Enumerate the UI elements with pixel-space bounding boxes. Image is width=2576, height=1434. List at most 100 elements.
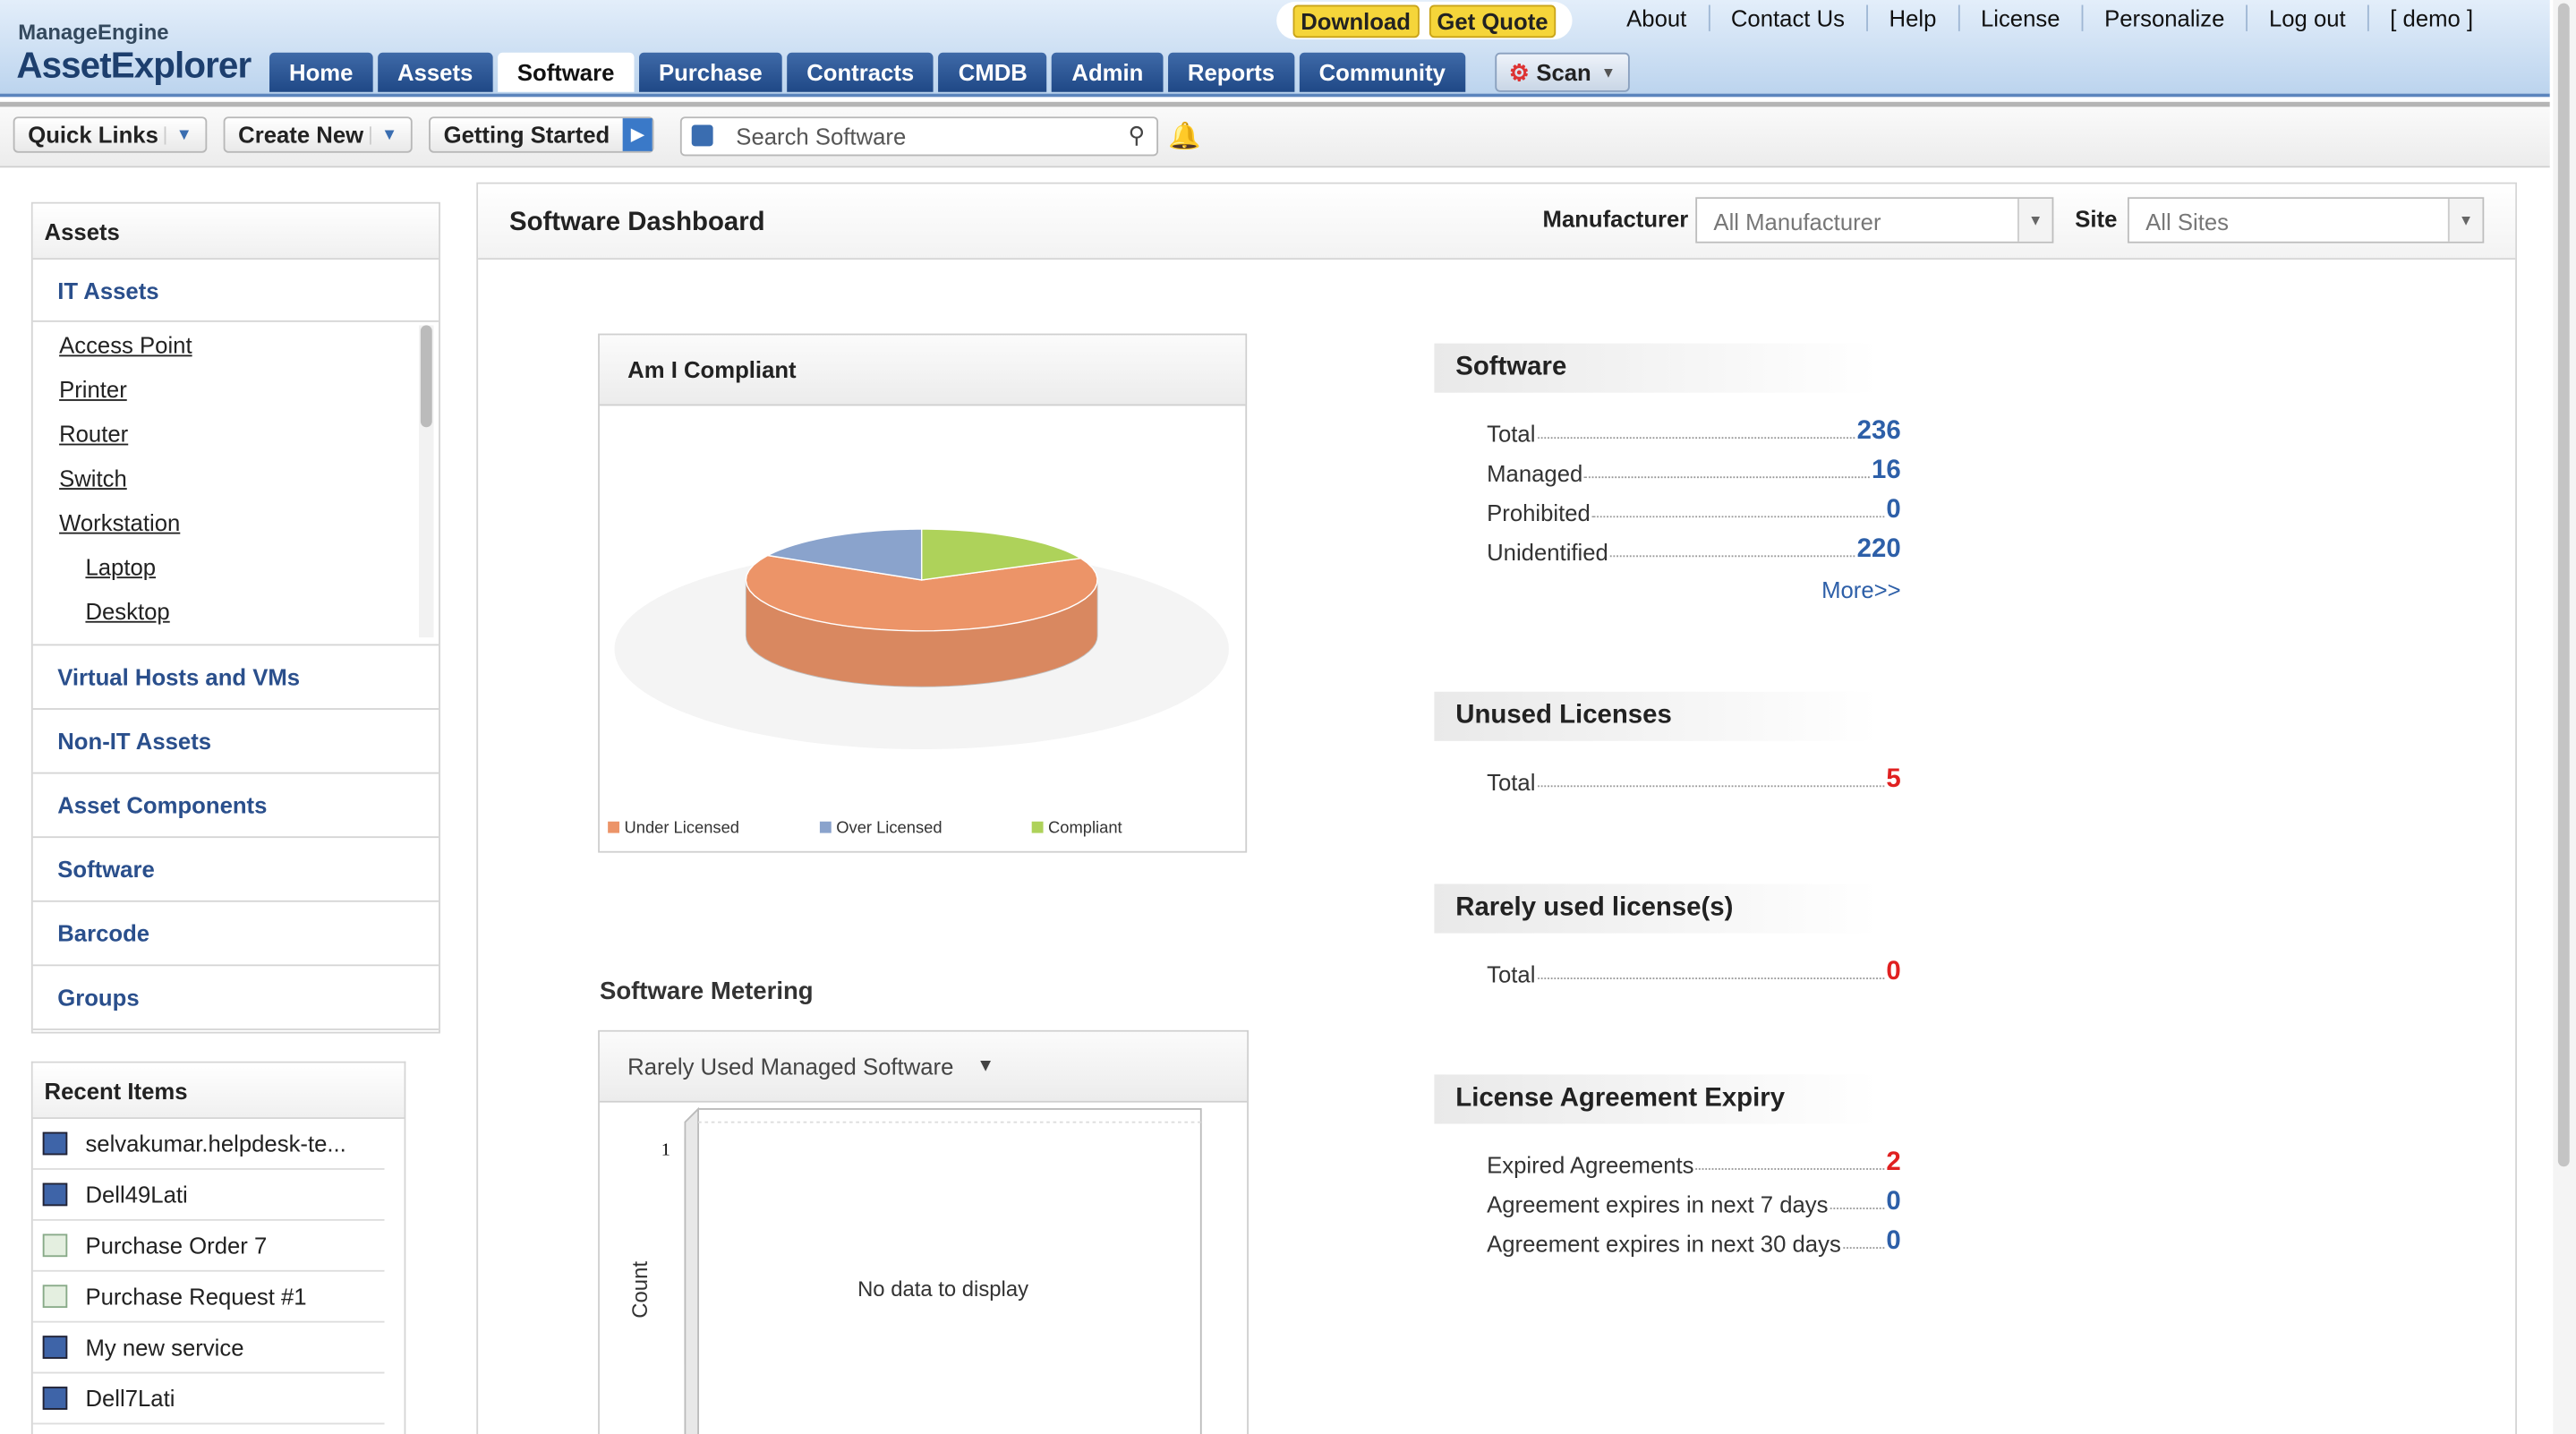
row-label: Total [1487, 769, 1536, 796]
top-link[interactable]: Help [1865, 4, 1958, 31]
recent-item[interactable]: Dell7Lati [32, 1373, 385, 1425]
row-value[interactable]: 236 [1856, 417, 1901, 446]
recent-item[interactable]: My new service [32, 1323, 385, 1374]
top-links: About Contact Us Help License Personalize Log… [1605, 4, 2495, 31]
row-value[interactable]: 5 [1886, 765, 1901, 794]
nav-tab[interactable]: Admin [1052, 52, 1164, 92]
top-link[interactable]: [ demo ] [2367, 4, 2495, 31]
nav-tab[interactable]: Home [269, 52, 373, 92]
plot-side [684, 1106, 700, 1434]
dashboard-title: Software Dashboard [509, 209, 765, 237]
row-label: Managed [1487, 459, 1583, 487]
top-link[interactable]: About [1626, 4, 1687, 31]
asset-type-link[interactable]: Router [59, 419, 129, 447]
item-icon [42, 1131, 68, 1156]
metering-dropdown[interactable]: Rarely Used Managed Software ▼ [599, 1031, 1248, 1103]
nav-tab[interactable]: Contracts [787, 52, 934, 92]
leader [1537, 785, 1885, 788]
row-label: Agreement expires in next 30 days [1487, 1230, 1841, 1258]
legend-swatch [608, 821, 619, 833]
leader [1537, 977, 1885, 979]
leader [1830, 1208, 1885, 1209]
item-label: My new service [85, 1334, 244, 1361]
recent-item[interactable]: Dell49Lati [32, 1170, 385, 1221]
leader [1695, 1168, 1885, 1170]
asset-type-link[interactable]: Workstation [59, 508, 181, 535]
row-value[interactable]: 220 [1856, 535, 1901, 564]
top-link[interactable]: Personalize [2081, 4, 2246, 31]
asset-group-link[interactable]: Asset Components [32, 774, 439, 839]
item-label: selvakumar.helpdesk-te... [85, 1130, 346, 1157]
item-icon [42, 1233, 68, 1258]
top-link[interactable]: Contact Us [1708, 4, 1866, 31]
manufacturer-select[interactable]: All Manufacturer ▼ [1695, 197, 2054, 243]
scroll-thumb[interactable] [420, 325, 432, 428]
leader [1609, 555, 1855, 558]
getting-started[interactable]: Getting Started ▶ [429, 116, 654, 153]
row-label: Total [1487, 960, 1536, 988]
scroll-thumb[interactable] [2557, 3, 2570, 1167]
asset-type-link[interactable]: Printer [59, 375, 127, 402]
row-value[interactable]: 0 [1886, 1227, 1901, 1256]
summary-row: Managed 16 [1487, 450, 1901, 486]
row-label: Expired Agreements [1487, 1151, 1694, 1179]
legend-label: Over Licensed [836, 818, 942, 837]
caret: ▼ [370, 125, 397, 144]
row-value[interactable]: 2 [1886, 1148, 1901, 1177]
leader [1842, 1247, 1885, 1249]
caret: ▼ [2447, 199, 2483, 242]
nav-tab[interactable]: Assets [377, 52, 493, 92]
promo-box: Download Get Quote [1276, 1, 1573, 40]
label: Create New [238, 121, 364, 149]
create-new[interactable]: Create New ▼ [223, 116, 413, 153]
metering-chart: 1 Count No data to display [628, 1106, 1202, 1434]
asset-group-link[interactable]: Barcode [32, 902, 439, 967]
recent-item[interactable]: Purchase Order 7 [32, 1221, 385, 1272]
arrow: ▶ [622, 118, 653, 151]
page-scrollbar [2553, 0, 2576, 1434]
top-link[interactable]: License [1958, 4, 2081, 31]
summary-title: Software [1434, 343, 1878, 393]
row-value[interactable]: 16 [1872, 457, 1901, 485]
summary-row: Expired Agreements 2 [1487, 1142, 1901, 1178]
asset-subtype-link[interactable]: Laptop [85, 552, 157, 580]
logo-product[interactable]: AssetExplorer [16, 44, 252, 86]
pie-slice [920, 528, 1083, 581]
nav-tab[interactable]: Reports [1167, 52, 1295, 92]
summary-row: Agreement expires in next 7 days 0 [1487, 1182, 1901, 1217]
nav-tab[interactable]: Purchase [638, 52, 782, 92]
asset-groups: Virtual Hosts and VMs Non-IT Assets Asset … [32, 645, 439, 1030]
caret: ▼ [164, 125, 192, 144]
recent-item[interactable]: selvakumar.helpdesk-te... [32, 1119, 385, 1170]
quick-links[interactable]: Quick Links ▼ [13, 116, 208, 153]
row-value[interactable]: 0 [1886, 1188, 1901, 1216]
nav-tab[interactable]: CMDB [938, 52, 1047, 92]
row-value[interactable]: 0 [1886, 958, 1901, 986]
it-assets[interactable]: IT Assets [32, 260, 439, 322]
row-value[interactable]: 0 [1886, 496, 1901, 525]
search-box[interactable]: Search Software ⚲ [679, 116, 1159, 157]
site-select[interactable]: All Sites ▼ [2127, 197, 2485, 243]
summary-row: Total 5 [1487, 759, 1901, 795]
recent-item[interactable]: Purchase Request #1 [32, 1272, 385, 1323]
promo-button[interactable]: Download [1292, 4, 1420, 38]
asset-group-link[interactable]: Non-IT Assets [32, 710, 439, 774]
asset-type-link[interactable]: Access Point [59, 330, 192, 358]
nav-tab[interactable]: Software [497, 52, 635, 92]
toolbar [0, 101, 2550, 168]
asset-group-link[interactable]: Groups [32, 966, 439, 1030]
promo-button[interactable]: Get Quote [1429, 4, 1557, 38]
caret: ▼ [977, 1056, 995, 1077]
asset-type-link[interactable]: Switch [59, 464, 127, 491]
asset-subtype-link[interactable]: Desktop [85, 597, 170, 624]
summary-row: Unidentified 220 [1487, 529, 1901, 565]
bell-icon[interactable]: 🔔 [1168, 123, 1201, 151]
summary-title: Unused Licenses [1434, 691, 1878, 741]
top-link[interactable]: Log out [2246, 4, 2367, 31]
asset-group-link[interactable]: Virtual Hosts and VMs [32, 645, 439, 710]
compliance-title: Am I Compliant [599, 335, 1246, 406]
nav-tab[interactable]: Community [1299, 52, 1465, 92]
scan-button[interactable]: ⚙ Scan ▼ [1495, 52, 1630, 92]
more-link[interactable]: More>> [1821, 576, 1901, 603]
asset-group-link[interactable]: Software [32, 838, 439, 902]
